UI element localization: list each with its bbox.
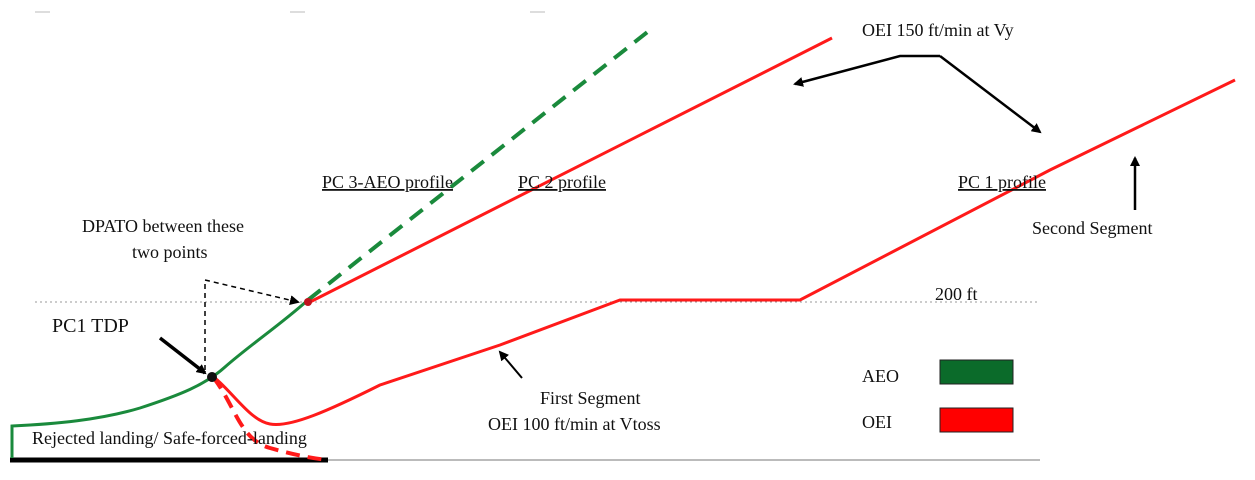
label-first-segment-line1: First Segment [540, 388, 641, 408]
pc3-aeo-profile-dashed-line [306, 28, 652, 302]
oei-150-arrow-right [939, 55, 1042, 134]
pc1-tdp-arrow [158, 336, 207, 375]
label-200ft: 200 ft [935, 284, 978, 304]
pc1-tdp-point [207, 372, 217, 382]
label-oei-150: OEI 150 ft/min at Vy [862, 20, 1014, 40]
label-dpato-line2: two points [132, 242, 208, 262]
legend-label-aeo: AEO [862, 366, 899, 386]
label-pc1-profile: PC 1 profile [958, 172, 1046, 192]
label-pc2-profile: PC 2 profile [518, 172, 606, 192]
legend-swatch-aeo [939, 359, 1014, 385]
label-first-segment-line2: OEI 100 ft/min at Vtoss [488, 414, 661, 434]
pc1-profile-curve [214, 78, 1236, 427]
label-dpato-line1: DPATO between these [82, 216, 244, 236]
oei-150-arrow-left [793, 54, 940, 87]
dpato-bracket [204, 279, 300, 370]
label-rejected-landing: Rejected landing/ Safe-forced-landing [32, 428, 307, 448]
label-second-segment: Second Segment [1032, 218, 1152, 238]
aeo-profile-curve [10, 298, 309, 458]
pc2-profile-line [307, 36, 833, 305]
rejected-landing-dashed-line [211, 375, 329, 462]
first-segment-arrow [498, 350, 523, 379]
legend-label-oei: OEI [862, 412, 892, 432]
legend: AEO OEI [862, 359, 1014, 433]
label-pc1-tdp: PC1 TDP [52, 315, 129, 337]
label-pc3-aeo-profile: PC 3-AEO profile [322, 172, 453, 192]
legend-swatch-oei [939, 407, 1014, 433]
dpato-point-upper [304, 298, 312, 306]
